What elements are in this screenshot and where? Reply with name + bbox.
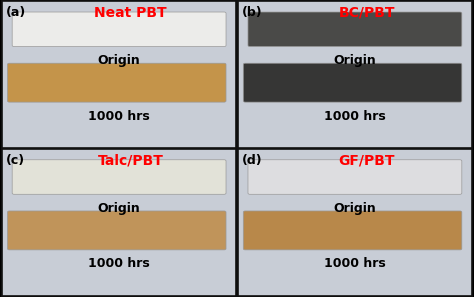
Text: BC/PBT: BC/PBT	[338, 6, 395, 20]
FancyBboxPatch shape	[248, 160, 462, 194]
Text: GF/PBT: GF/PBT	[338, 154, 395, 168]
Text: Origin: Origin	[334, 202, 376, 215]
FancyBboxPatch shape	[243, 211, 462, 250]
Text: (a): (a)	[6, 6, 26, 19]
Text: 1000 hrs: 1000 hrs	[324, 110, 386, 123]
Text: (c): (c)	[6, 154, 25, 167]
Text: 1000 hrs: 1000 hrs	[88, 110, 150, 123]
Text: Origin: Origin	[98, 202, 140, 215]
Text: 1000 hrs: 1000 hrs	[88, 257, 150, 271]
FancyBboxPatch shape	[12, 160, 226, 194]
Text: (d): (d)	[242, 154, 262, 167]
Text: Neat PBT: Neat PBT	[94, 6, 167, 20]
FancyBboxPatch shape	[12, 12, 226, 47]
Text: 1000 hrs: 1000 hrs	[324, 257, 386, 271]
FancyBboxPatch shape	[243, 63, 462, 102]
Text: Origin: Origin	[98, 54, 140, 67]
FancyBboxPatch shape	[8, 63, 226, 102]
Text: Talc/PBT: Talc/PBT	[98, 154, 164, 168]
Text: Origin: Origin	[334, 54, 376, 67]
FancyBboxPatch shape	[8, 211, 226, 250]
Text: (b): (b)	[242, 6, 262, 19]
FancyBboxPatch shape	[248, 12, 462, 47]
